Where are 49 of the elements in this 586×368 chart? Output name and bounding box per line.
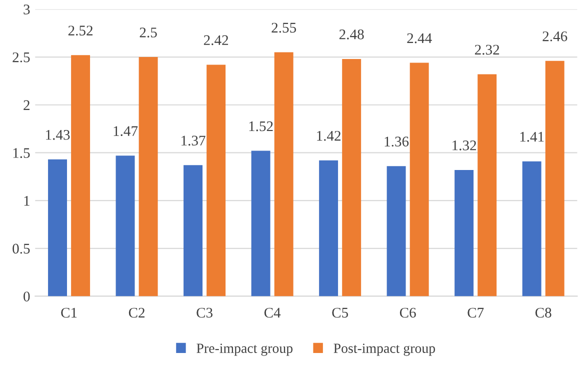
data-label: 1.36 bbox=[384, 136, 409, 147]
data-label: 1.42 bbox=[317, 130, 340, 141]
bar bbox=[71, 55, 90, 296]
x-tick-label: C2 bbox=[128, 308, 144, 318]
bar bbox=[48, 159, 68, 296]
y-tick-label: 0.5 bbox=[12, 244, 30, 254]
y-tick-label: 3 bbox=[24, 4, 30, 14]
bar bbox=[251, 150, 270, 296]
y-tick-label: 0 bbox=[24, 292, 30, 302]
bar bbox=[410, 62, 429, 296]
y-tick-label: 2.5 bbox=[12, 52, 30, 62]
data-label: 2.52 bbox=[68, 26, 93, 36]
legend-label: Post-impact group bbox=[334, 344, 436, 356]
data-label: 1.37 bbox=[182, 136, 206, 146]
data-label: 1.43 bbox=[46, 130, 70, 140]
x-tick-label: C5 bbox=[332, 308, 348, 318]
x-tick-label: C7 bbox=[468, 308, 484, 318]
y-tick-label: 1.5 bbox=[13, 148, 30, 158]
bar bbox=[138, 57, 158, 296]
x-tick-label: C6 bbox=[400, 308, 416, 318]
data-label: 2.55 bbox=[272, 22, 296, 33]
bar bbox=[545, 60, 564, 296]
data-label: 1.32 bbox=[452, 140, 476, 150]
x-tick-label: C8 bbox=[535, 308, 552, 318]
data-label: 1.41 bbox=[520, 132, 544, 142]
x-tick-label: C1 bbox=[61, 308, 77, 318]
bar bbox=[478, 74, 497, 296]
data-label: 2.42 bbox=[204, 35, 228, 46]
bar bbox=[274, 52, 294, 296]
y-tick-label: 1 bbox=[24, 196, 30, 206]
bar bbox=[206, 64, 226, 296]
data-label: 2.46 bbox=[542, 31, 568, 42]
bar bbox=[522, 161, 542, 296]
bar bbox=[319, 160, 338, 296]
bar bbox=[454, 170, 474, 296]
data-label: 2.5 bbox=[140, 28, 157, 38]
x-tick-label: C4 bbox=[264, 308, 281, 318]
legend-label: Pre-impact group bbox=[196, 344, 293, 356]
x-tick-label: C3 bbox=[196, 308, 212, 318]
bar bbox=[184, 165, 203, 296]
data-label: 2.48 bbox=[339, 29, 364, 40]
data-label: 2.44 bbox=[407, 33, 432, 44]
data-label: 1.52 bbox=[249, 121, 273, 132]
data-label: 1.47 bbox=[114, 126, 138, 136]
bar bbox=[386, 166, 406, 296]
data-label: 2.32 bbox=[474, 44, 500, 55]
bar bbox=[116, 156, 135, 296]
y-tick-label: 2 bbox=[24, 100, 30, 110]
bar bbox=[342, 58, 362, 296]
